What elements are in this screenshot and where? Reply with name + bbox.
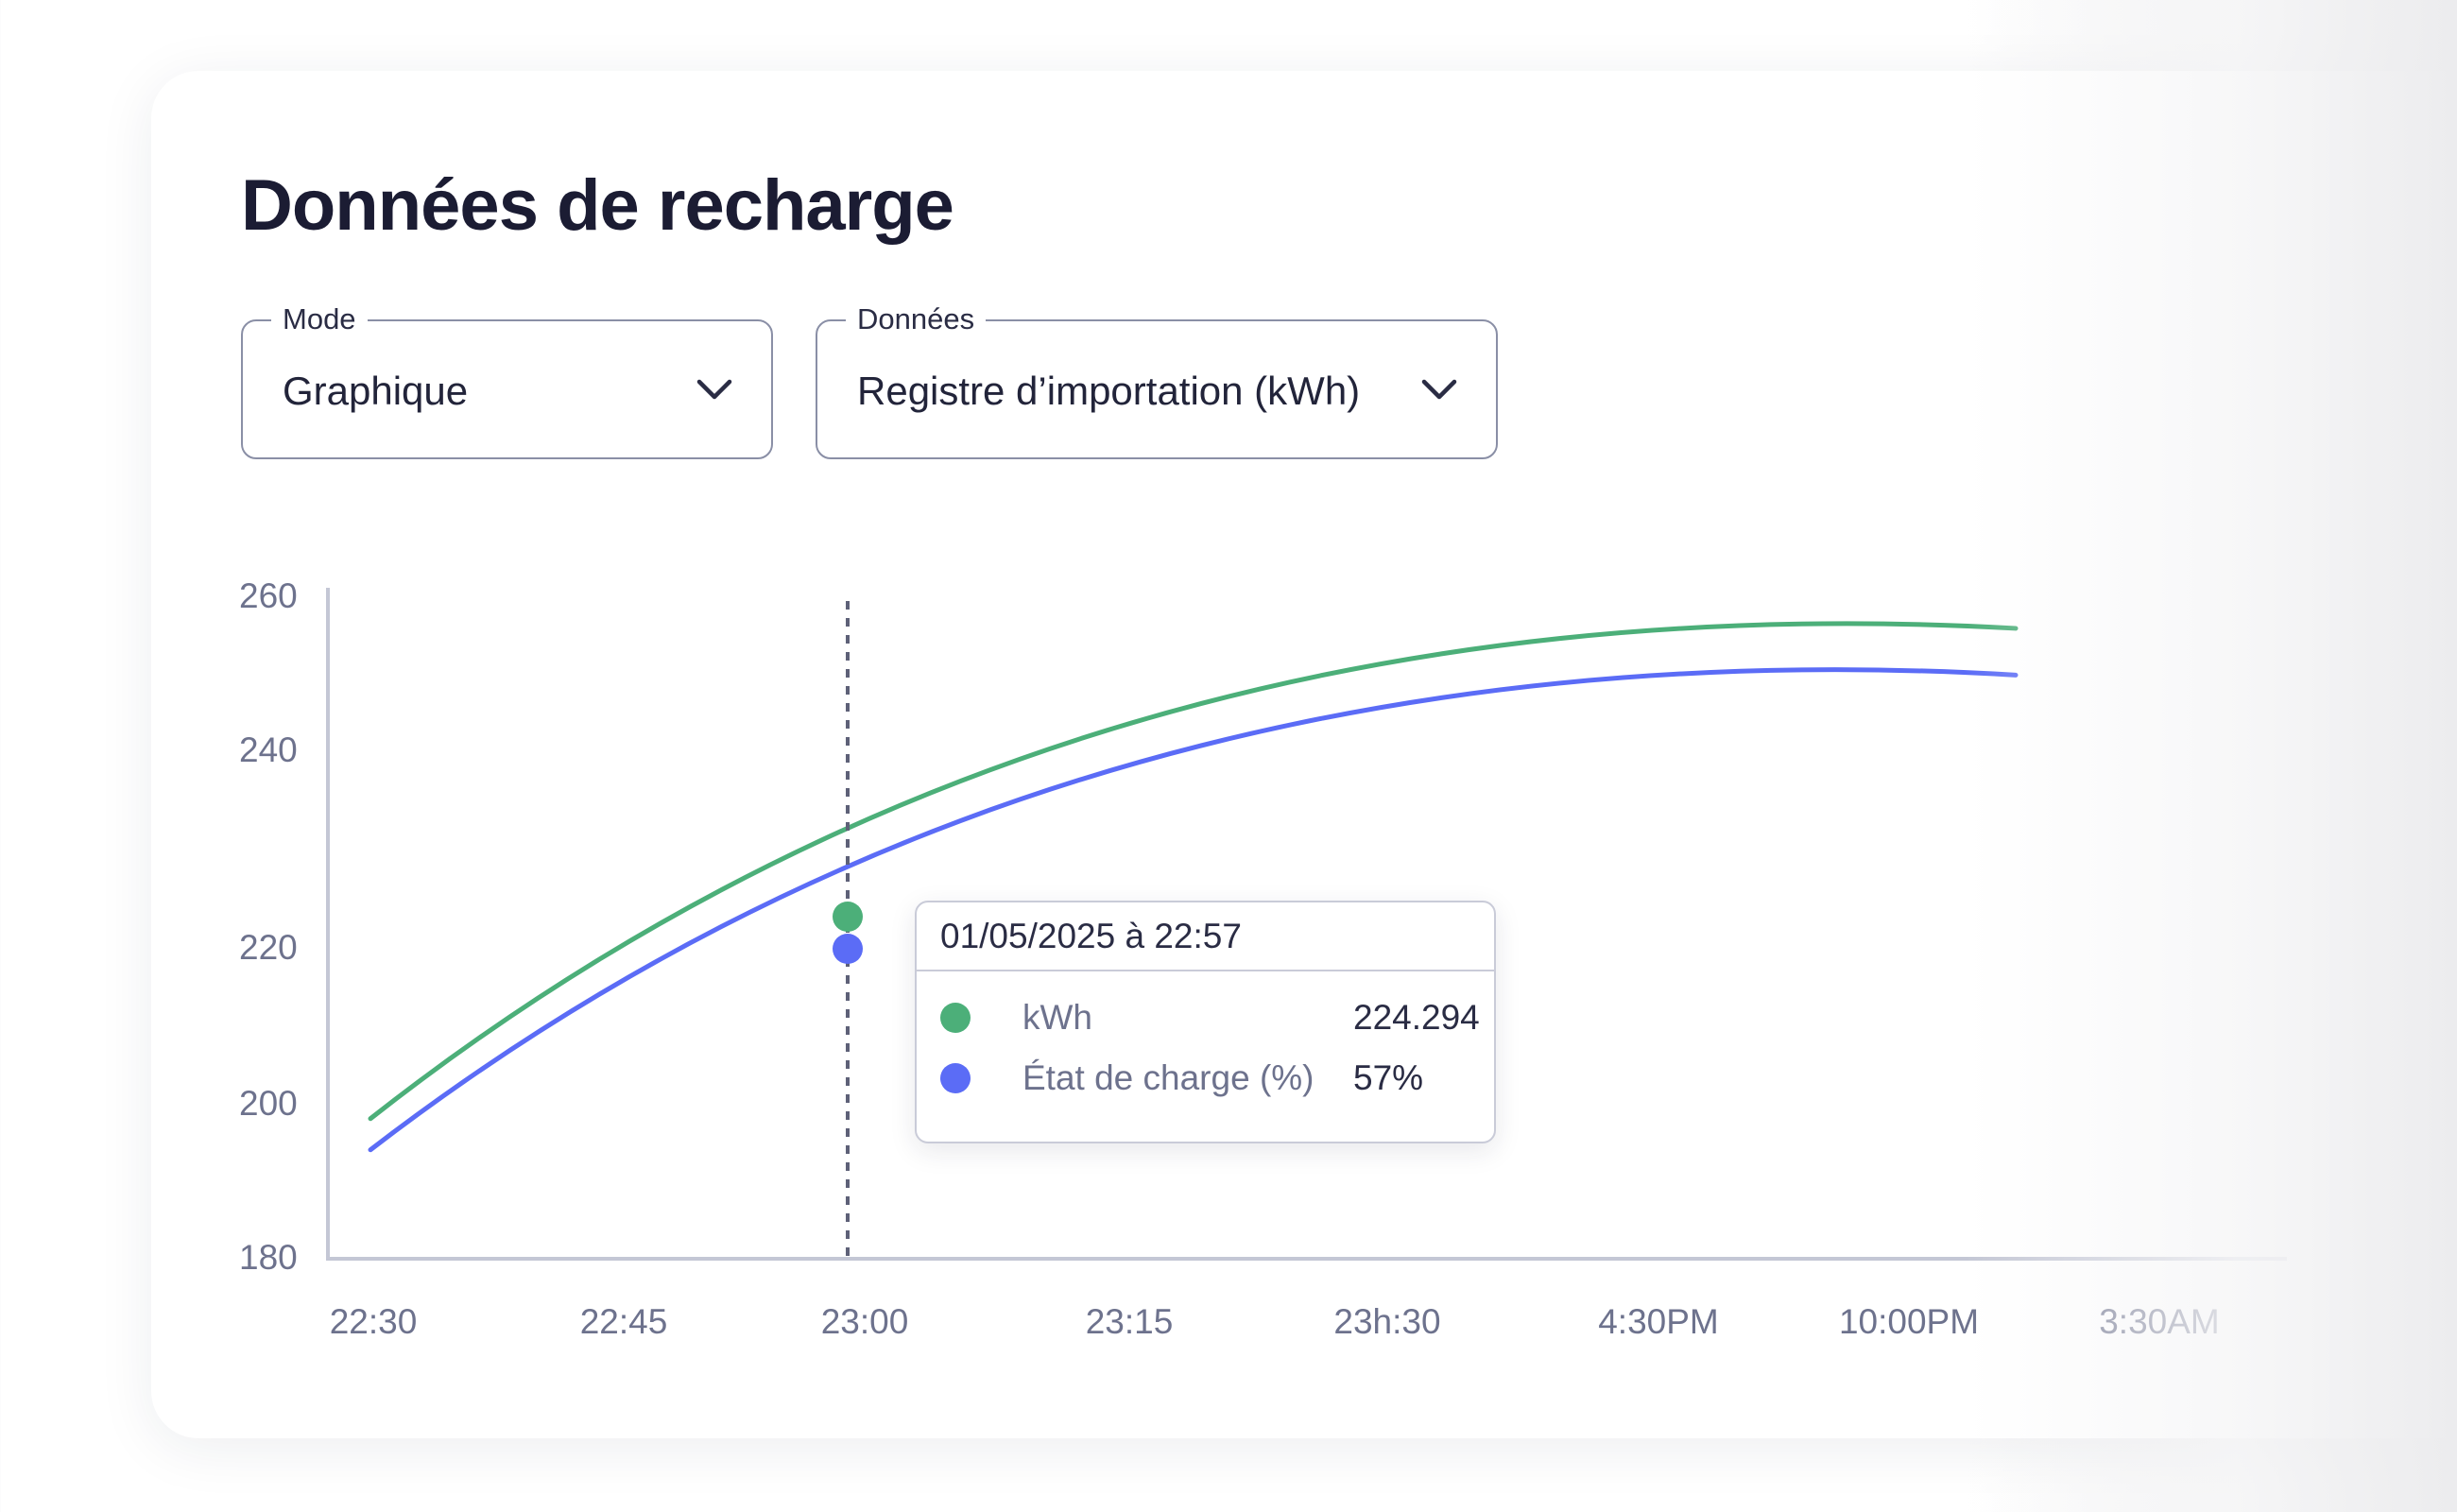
chart-card [151,71,2457,1438]
chevron-down-icon [1421,379,1457,400]
page-title: Données de recharge [241,165,954,246]
data-select-label: Données [846,301,987,338]
data-select[interactable]: Données Registre d’importation (kWh) [816,301,1498,459]
chevron-down-icon [696,379,732,400]
chart-tooltip: 01/05/2025 à 22:57 kWh 224.294 État de c… [915,901,1496,1143]
mode-select[interactable]: Mode Graphique [241,301,773,459]
mode-select-label: Mode [271,301,368,338]
tooltip-value: 57% [1353,1058,1424,1097]
tooltip-label: État de charge (%) [1022,1058,1314,1097]
tooltip-row: État de charge (%) 57% [940,1057,1466,1100]
tooltip-label: kWh [1022,998,1092,1037]
data-select-value: Registre d’importation (kWh) [857,369,1361,413]
tooltip-row: kWh 224.294 [940,996,1480,1040]
legend-dot-soc [940,1063,971,1093]
tooltip-value: 224.294 [1353,998,1480,1037]
legend-dot-kwh [940,1003,971,1033]
mode-select-value: Graphique [283,369,469,413]
tooltip-date: 01/05/2025 à 22:57 [917,902,1494,971]
